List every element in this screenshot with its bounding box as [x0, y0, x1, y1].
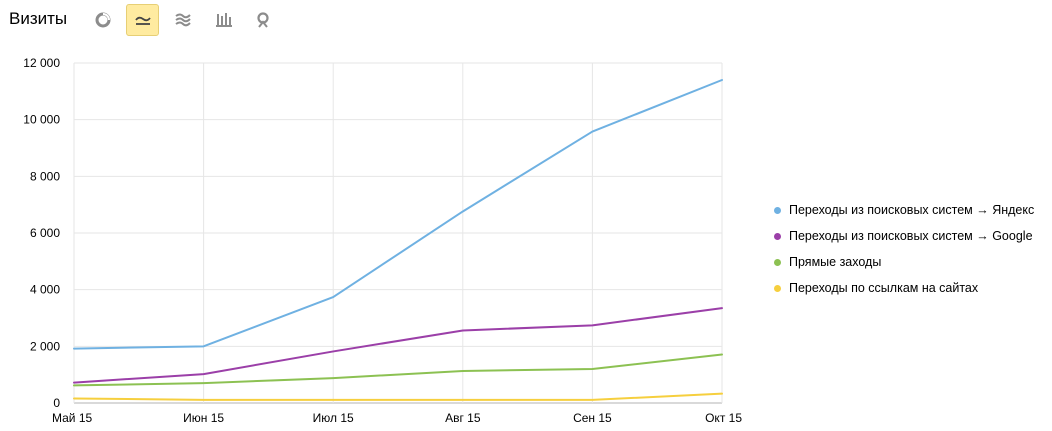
y-tick-label: 4 000	[30, 283, 60, 297]
map-pin-icon	[255, 12, 271, 28]
x-tick-label: Сен 15	[573, 411, 612, 425]
legend-item[interactable]: Переходы из поисковых систем → Google	[774, 223, 1034, 249]
legend-label: Переходы из поисковых систем → Яндекс	[789, 203, 1035, 217]
legend-label: Переходы по ссылкам на сайтах	[789, 281, 979, 295]
legend-marker	[774, 284, 781, 292]
chart-labels: 0 2 000 4 000 6 000 8 000 10 000 12 000 Май 15 И…	[23, 56, 742, 425]
series-line-2	[73, 353, 723, 387]
chart-series	[73, 79, 723, 401]
x-tick-label: Авг 15	[445, 411, 481, 425]
area-chart-button[interactable]	[166, 4, 199, 36]
pie-chart-button[interactable]	[86, 4, 119, 36]
legend-marker	[774, 206, 781, 214]
x-tick-label: Окт 15	[705, 411, 742, 425]
legend-label: Переходы из поисковых систем → Google	[789, 229, 1033, 243]
y-tick-label: 6 000	[30, 226, 60, 240]
x-tick-label: Июн 15	[183, 411, 224, 425]
legend-item[interactable]: Переходы из поисковых систем → Яндекс	[774, 197, 1034, 223]
x-tick-label: Июл 15	[313, 411, 354, 425]
y-tick-label: 0	[53, 396, 60, 410]
chart-title: Визиты	[9, 9, 68, 28]
line-chart-button[interactable]	[126, 4, 159, 36]
legend-item[interactable]: Прямые заходы	[774, 249, 1034, 275]
area-chart-icon	[174, 12, 192, 28]
y-tick-label: 10 000	[23, 113, 60, 127]
chart-grid	[73, 62, 723, 404]
series-line-3	[73, 392, 723, 401]
bar-chart-button[interactable]	[206, 4, 239, 36]
legend-marker	[774, 232, 781, 240]
legend-marker	[774, 258, 781, 266]
pie-chart-icon	[95, 12, 111, 28]
bar-chart-icon	[214, 12, 232, 28]
x-tick-label: Май 15	[52, 411, 93, 425]
legend-item[interactable]: Переходы по ссылкам на сайтах	[774, 275, 1034, 301]
line-chart: 0 2 000 4 000 6 000 8 000 10 000 12 000 Май 15 И…	[23, 56, 742, 425]
chart-legend: Переходы из поисковых систем → Яндекс Пер…	[774, 197, 1034, 301]
y-tick-label: 8 000	[30, 169, 60, 183]
chart-header: Визиты	[0, 0, 1052, 40]
series-line-1	[73, 307, 723, 384]
series-line-0	[73, 79, 723, 350]
legend-label: Прямые заходы	[789, 255, 882, 269]
y-tick-label: 2 000	[30, 339, 60, 353]
y-tick-label: 12 000	[23, 56, 60, 70]
map-button[interactable]	[246, 4, 279, 36]
line-chart-icon	[134, 12, 152, 28]
